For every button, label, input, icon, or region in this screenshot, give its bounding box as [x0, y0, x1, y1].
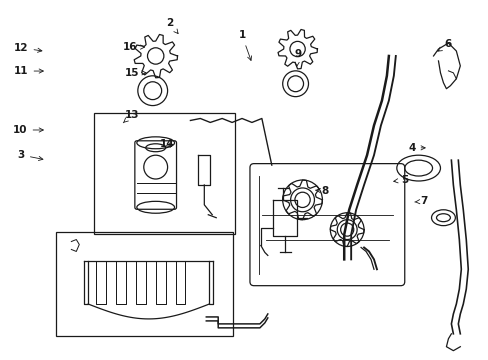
Text: 1: 1: [238, 30, 251, 60]
Text: 12: 12: [14, 43, 42, 53]
Bar: [94, 113, 235, 234]
Bar: [56, 231, 233, 336]
Text: 2: 2: [165, 18, 178, 33]
Text: 6: 6: [437, 39, 451, 51]
Text: 10: 10: [13, 125, 43, 135]
Text: 16: 16: [123, 42, 144, 52]
Text: 8: 8: [315, 186, 327, 196]
Text: 11: 11: [14, 66, 43, 76]
Text: 3: 3: [18, 150, 43, 161]
Text: 9: 9: [294, 49, 301, 66]
Text: 5: 5: [393, 175, 407, 185]
Text: 15: 15: [124, 68, 146, 78]
Text: 4: 4: [407, 143, 424, 153]
Text: 13: 13: [123, 110, 139, 123]
Text: 7: 7: [414, 197, 427, 206]
Text: 14: 14: [159, 139, 174, 149]
